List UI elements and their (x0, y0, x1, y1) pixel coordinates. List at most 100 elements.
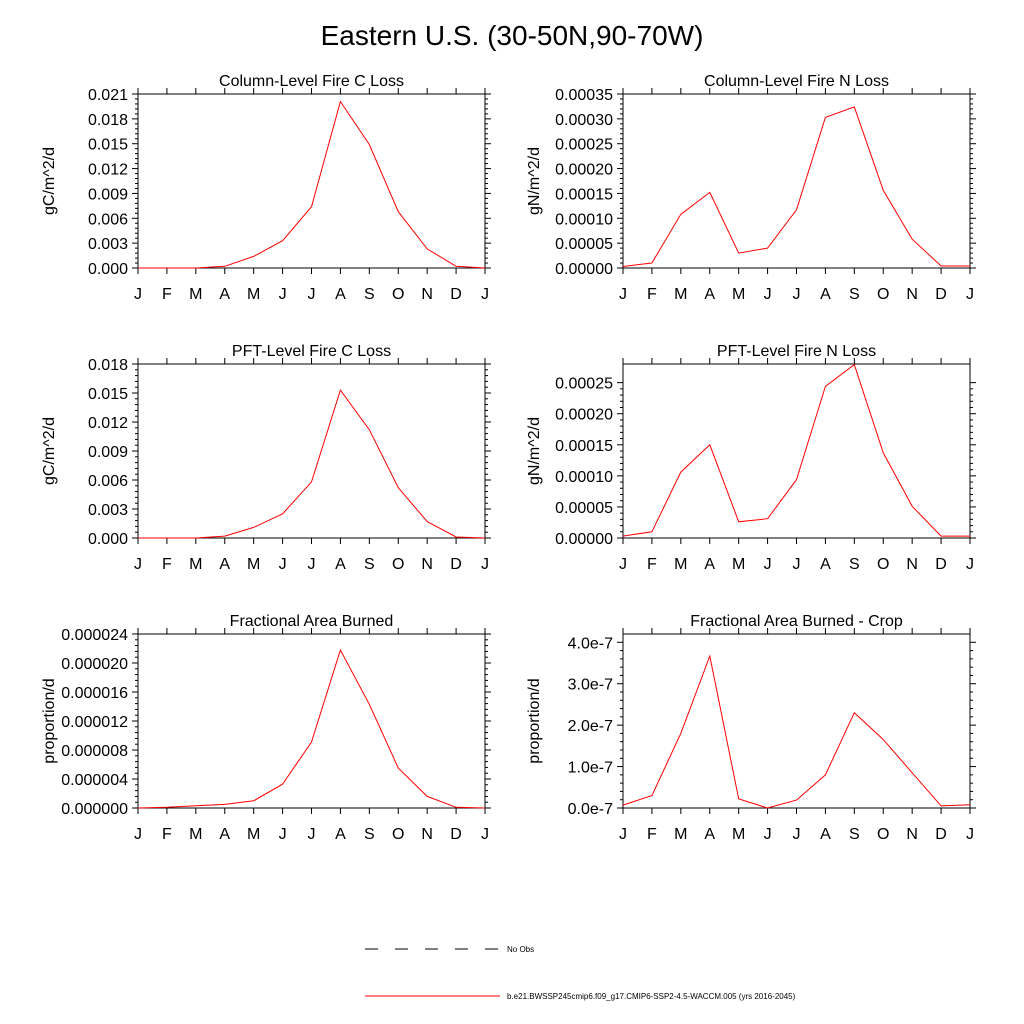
x-tick-label: M (189, 826, 202, 843)
x-tick-label: M (247, 286, 260, 303)
y-axis-label: gN/m^2/d (526, 147, 543, 215)
x-tick-label: S (364, 556, 375, 573)
y-tick-label: 0.00005 (555, 236, 613, 253)
x-tick-label: J (966, 286, 974, 303)
x-tick-label: J (134, 556, 142, 573)
x-tick-label: J (764, 286, 772, 303)
x-tick-label: A (820, 826, 831, 843)
x-tick-label: J (308, 556, 316, 573)
x-tick-label: A (704, 826, 715, 843)
x-tick-label: S (849, 286, 860, 303)
plot-frame (137, 633, 486, 809)
chart-column-level-fire-n-loss: Column-Level Fire N Loss gN/m^2/d 0.00000 0… (526, 73, 976, 303)
x-tick-label: M (674, 826, 687, 843)
panel-title: Column-Level Fire N Loss (704, 73, 889, 90)
x-tick-label: M (247, 826, 260, 843)
x-tick-label: D (935, 556, 947, 573)
x-tick-label: F (162, 826, 172, 843)
y-tick-label: 0.0e-7 (568, 801, 613, 818)
y-tick-label: 0.00030 (555, 112, 613, 129)
y-axis-label: gC/m^2/d (41, 147, 58, 215)
series-line (622, 106, 970, 267)
y-tick-label: 0.018 (88, 357, 128, 374)
x-tick-label: O (392, 826, 404, 843)
chart-pft-level-fire-c-loss: PFT-Level Fire C Loss gC/m^2/d 0.000 0.003 0… (41, 343, 491, 573)
x-tick-label: D (935, 286, 947, 303)
legend: No Obs b.e21.BWSSP245cmip6.f09_g17.CMIP6… (365, 945, 796, 1001)
x-tick-label: A (335, 286, 346, 303)
y-tick-label: 0.000000 (61, 801, 128, 818)
x-tick-label: F (162, 556, 172, 573)
panel-title: Fractional Area Burned (230, 613, 394, 630)
x-tick-label: S (364, 286, 375, 303)
panel-title: PFT-Level Fire N Loss (717, 343, 876, 360)
y-tick-label: 0.00015 (555, 438, 613, 455)
y-tick-label: 0.00020 (555, 407, 613, 424)
y-tick-label: 0.00010 (555, 469, 613, 486)
x-tick-label: N (421, 286, 433, 303)
y-tick-label: 0.00025 (555, 137, 613, 154)
y-tick-label: 0.006 (88, 473, 128, 490)
y-axis-label: proportion/d (526, 678, 543, 763)
y-tick-label: 0.012 (88, 415, 128, 432)
x-tick-label: A (219, 286, 230, 303)
x-tick-label: J (481, 826, 489, 843)
y-tick-label: 0.00020 (555, 162, 613, 179)
x-tick-label: J (793, 556, 801, 573)
x-tick-label: A (335, 826, 346, 843)
y-tick-label: 3.0e-7 (568, 677, 613, 694)
y-tick-label: 0.00015 (555, 186, 613, 203)
plot-frame (622, 633, 971, 809)
x-tick-label: J (619, 556, 627, 573)
x-tick-label: J (764, 556, 772, 573)
y-tick-label: 0.009 (88, 186, 128, 203)
y-tick-label: 0.00000 (555, 261, 613, 278)
x-tick-label: N (421, 556, 433, 573)
x-tick-label: J (279, 556, 287, 573)
y-tick-label: 0.00010 (555, 211, 613, 228)
x-tick-label: A (820, 556, 831, 573)
x-tick-label: D (450, 286, 462, 303)
series-line (622, 654, 971, 809)
x-tick-label: F (647, 556, 657, 573)
y-tick-label: 0.003 (88, 502, 128, 519)
x-tick-label: J (619, 286, 627, 303)
y-tick-label: 0.000020 (61, 656, 128, 673)
y-tick-label: 0.00000 (555, 531, 613, 548)
panel-title: Fractional Area Burned - Crop (690, 613, 903, 630)
x-tick-label: J (134, 826, 142, 843)
series-line (138, 389, 486, 539)
y-tick-label: 0.000008 (61, 743, 128, 760)
y-tick-label: 0.000024 (61, 627, 128, 644)
x-tick-label: A (219, 826, 230, 843)
x-tick-label: A (704, 556, 715, 573)
x-tick-label: A (219, 556, 230, 573)
x-tick-label: D (450, 826, 462, 843)
chart-fractional-area-burned-crop: Fractional Area Burned - Crop proportion/… (526, 613, 976, 843)
x-tick-label: O (877, 286, 889, 303)
x-tick-label: M (189, 556, 202, 573)
y-tick-label: 0.000016 (61, 685, 128, 702)
x-tick-label: O (877, 556, 889, 573)
series-line (622, 363, 970, 537)
x-tick-label: M (732, 286, 745, 303)
x-tick-label: F (162, 286, 172, 303)
series-line (138, 100, 486, 269)
x-tick-label: J (793, 286, 801, 303)
y-tick-label: 0.015 (88, 386, 128, 403)
y-tick-label: 0.006 (88, 211, 128, 228)
y-tick-label: 0.00035 (555, 87, 613, 104)
x-tick-label: F (647, 286, 657, 303)
x-tick-label: M (674, 556, 687, 573)
x-tick-label: S (849, 826, 860, 843)
x-tick-label: O (392, 286, 404, 303)
y-tick-label: 0.000 (88, 531, 128, 548)
legend-label-model: b.e21.BWSSP245cmip6.f09_g17.CMIP6-SSP2-4… (507, 992, 796, 1001)
x-tick-label: J (279, 826, 287, 843)
panel-title: PFT-Level Fire C Loss (232, 343, 391, 360)
y-tick-label: 0.018 (88, 112, 128, 129)
x-tick-label: J (481, 286, 489, 303)
x-tick-label: J (619, 826, 627, 843)
y-tick-label: 0.009 (88, 444, 128, 461)
